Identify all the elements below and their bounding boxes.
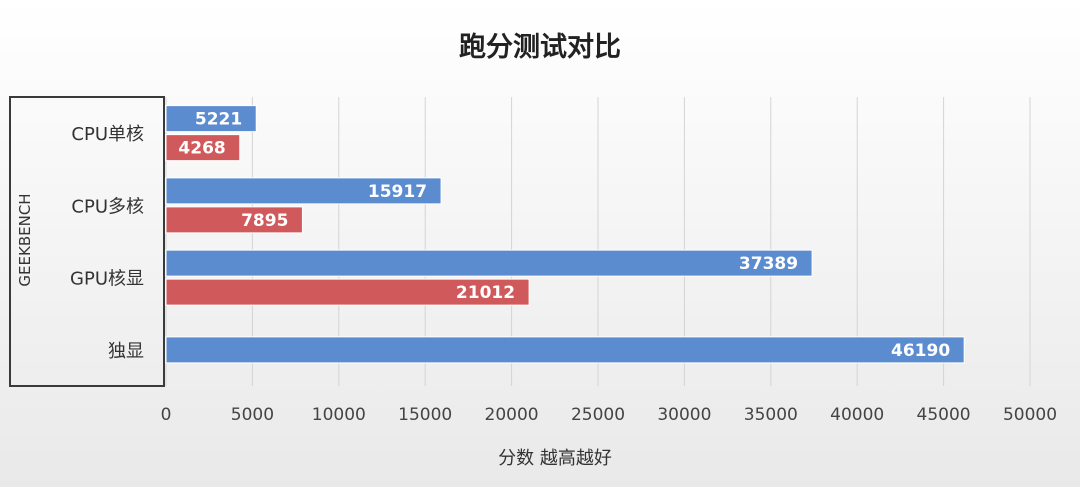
bar-value-label: 46190 xyxy=(891,341,950,361)
x-tick-label: 50000 xyxy=(1003,405,1057,425)
x-tick-label: 15000 xyxy=(398,405,452,425)
bar-series1 xyxy=(166,250,812,276)
x-axis-title: 分数 越高越好 xyxy=(498,448,612,469)
bar-value-label: 15917 xyxy=(368,182,427,202)
x-tick-label: 5000 xyxy=(231,405,274,425)
category-label: CPU多核 xyxy=(71,196,144,217)
category-label: GPU核显 xyxy=(70,269,144,290)
bar-value-label: 37389 xyxy=(739,254,798,274)
category-label: 独显 xyxy=(108,341,144,362)
x-tick-label: 10000 xyxy=(312,405,366,425)
x-tick-label: 25000 xyxy=(571,405,625,425)
x-tick-label: 40000 xyxy=(830,405,884,425)
bar-value-label: 7895 xyxy=(241,211,288,231)
bar-value-label: 5221 xyxy=(195,110,242,130)
category-label: CPU单核 xyxy=(71,124,144,145)
x-tick-label: 45000 xyxy=(917,405,971,425)
bar-value-label: 21012 xyxy=(456,283,515,303)
x-tick-label: 0 xyxy=(161,405,172,425)
x-tick-label: 20000 xyxy=(485,405,539,425)
chart-title: 跑分测试对比 xyxy=(459,32,621,63)
x-tick-label: 35000 xyxy=(744,405,798,425)
x-tick-label: 30000 xyxy=(657,405,711,425)
y-axis-title: GEEKBENCH xyxy=(16,193,34,286)
bar-value-label: 4268 xyxy=(178,139,225,159)
bar-series1 xyxy=(166,337,964,363)
